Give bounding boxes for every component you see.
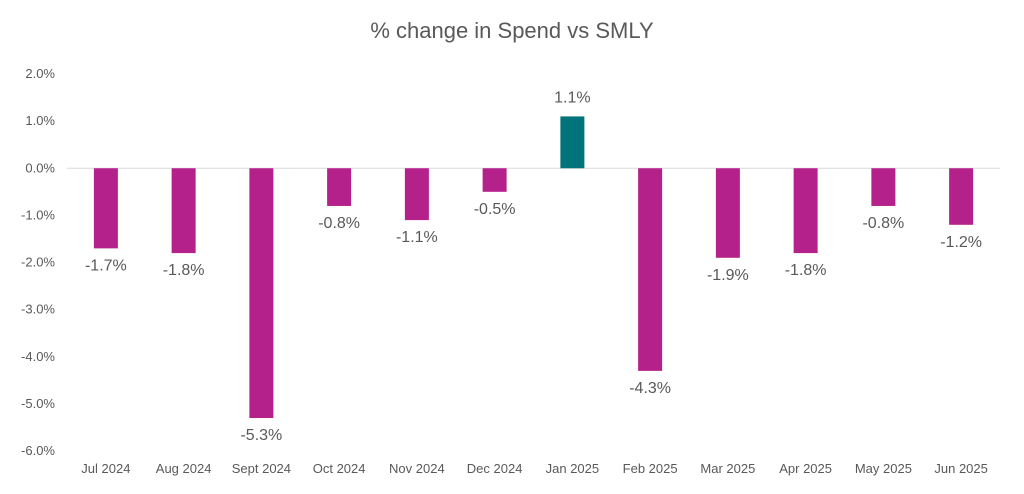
data-label: -1.1% (396, 229, 438, 246)
data-label: -1.7% (85, 257, 127, 274)
bar (949, 168, 974, 225)
bar (327, 168, 352, 206)
x-tick-label: Jan 2025 (546, 461, 600, 476)
chart-title: % change in Spend vs SMLY (370, 18, 654, 43)
bar (638, 168, 663, 371)
y-tick-label: 1.0% (25, 113, 55, 128)
y-tick-label: -5.0% (21, 396, 55, 411)
data-label: -1.9% (707, 267, 749, 284)
bar (715, 168, 740, 258)
y-tick-label: -6.0% (21, 443, 55, 458)
bar (404, 168, 429, 221)
x-tick-label: Nov 2024 (389, 461, 445, 476)
bar (171, 168, 196, 254)
x-tick-label: Jun 2025 (934, 461, 988, 476)
bar (560, 116, 585, 169)
data-labels-group: -1.7% -1.8% -5.3% -0.8% -1.1% -0.5% 1.1% -4.3% -… (85, 89, 982, 444)
x-tick-label: Feb 2025 (623, 461, 678, 476)
y-tick-label: -2.0% (21, 255, 55, 270)
data-label: 1.1% (554, 89, 590, 106)
y-tick-label: -4.0% (21, 349, 55, 364)
x-tick-label: Aug 2024 (156, 461, 212, 476)
bar (793, 168, 818, 254)
data-label: -1.8% (163, 262, 205, 279)
data-label: -4.3% (629, 380, 671, 397)
y-tick-label: -1.0% (21, 207, 55, 222)
bar (871, 168, 896, 206)
x-tick-label: Jul 2024 (81, 461, 130, 476)
x-tick-label: Dec 2024 (467, 461, 523, 476)
data-label: -0.5% (474, 201, 516, 218)
bars-group (93, 116, 974, 419)
data-label: -0.8% (318, 215, 360, 232)
bar (482, 168, 507, 192)
x-axis: Jul 2024 Aug 2024 Sept 2024 Oct 2024 Nov 202… (81, 461, 988, 476)
x-tick-label: May 2025 (855, 461, 912, 476)
x-tick-label: Sept 2024 (232, 461, 291, 476)
x-tick-label: Oct 2024 (313, 461, 366, 476)
data-label: -1.8% (785, 262, 827, 279)
y-tick-label: 2.0% (25, 66, 55, 81)
bar (93, 168, 118, 249)
x-tick-label: Apr 2025 (779, 461, 832, 476)
y-tick-label: 0.0% (25, 160, 55, 175)
data-label: -1.2% (940, 234, 982, 251)
y-axis: 2.0% 1.0% 0.0% -1.0% -2.0% -3.0% -4.0% -5.0% -6.… (21, 66, 55, 458)
bar (249, 168, 274, 419)
data-label: -0.8% (862, 215, 904, 232)
y-tick-label: -3.0% (21, 302, 55, 317)
x-tick-label: Mar 2025 (700, 461, 755, 476)
data-label: -5.3% (240, 427, 282, 444)
